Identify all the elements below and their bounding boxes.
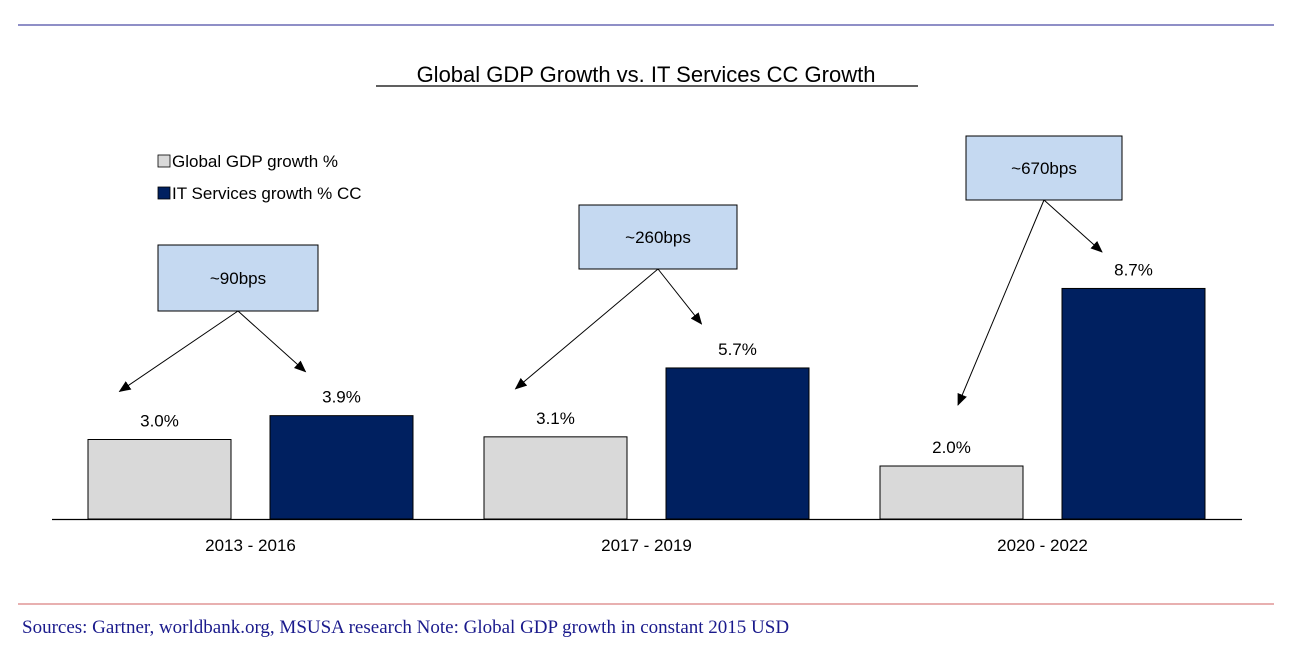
annotation-box-0 [157,244,319,312]
data-label-gdp-0: 3.0% [140,412,179,431]
data-label-gdp-2: 2.0% [932,438,971,457]
data-label-it-0: 3.9% [322,388,361,407]
annotation-arrow-2-1 [1043,199,1103,253]
source-note: Sources: Gartner, worldbank.org, MSUSA r… [22,617,789,638]
annotation-label-2: ~670bps [1011,159,1077,178]
bar-gdp-0 [87,439,232,520]
annotation-arrow-0-0 [118,310,239,393]
bar-it-0 [269,415,414,520]
bar-gdp-1 [483,436,628,520]
data-label-it-2: 8.7% [1114,260,1153,279]
legend-label-it: IT Services growth % CC [172,184,362,203]
data-label-gdp-1: 3.1% [536,409,575,428]
annotation-arrow-0-1 [237,310,307,373]
x-tick-label-0: 2013 - 2016 [205,536,296,555]
data-label-it-1: 5.7% [718,340,757,359]
annotation-box-1 [578,204,738,270]
annotation-box-2 [965,135,1123,201]
legend-swatch-gdp [157,154,171,168]
bars-layer [87,287,1206,520]
x-tick-label-2: 2020 - 2022 [997,536,1088,555]
bar-gdp-2 [879,465,1024,520]
legend-swatch-it [157,186,171,200]
x-tick-label-1: 2017 - 2019 [601,536,692,555]
annotation-arrow-1-0 [514,268,659,390]
legend-label-gdp: Global GDP growth % [172,152,338,171]
annotation-label-0: ~90bps [210,269,266,288]
annotations-layer: ~90bps ~260bps ~670bps [118,135,1123,406]
annotation-label-1: ~260bps [625,228,691,247]
bar-it-2 [1061,287,1206,520]
chart-title: Global GDP Growth vs. IT Services CC Gro… [417,62,876,87]
legend: Global GDP growth % IT Services growth %… [157,152,362,203]
labels-layer: 3.0% 3.9% 2013 - 2016 3.1% 5.7% 2017 - 2019 2.… [140,260,1153,555]
annotation-arrow-2-0 [957,199,1045,406]
bar-it-1 [665,367,810,520]
annotation-arrow-1-1 [657,268,703,325]
